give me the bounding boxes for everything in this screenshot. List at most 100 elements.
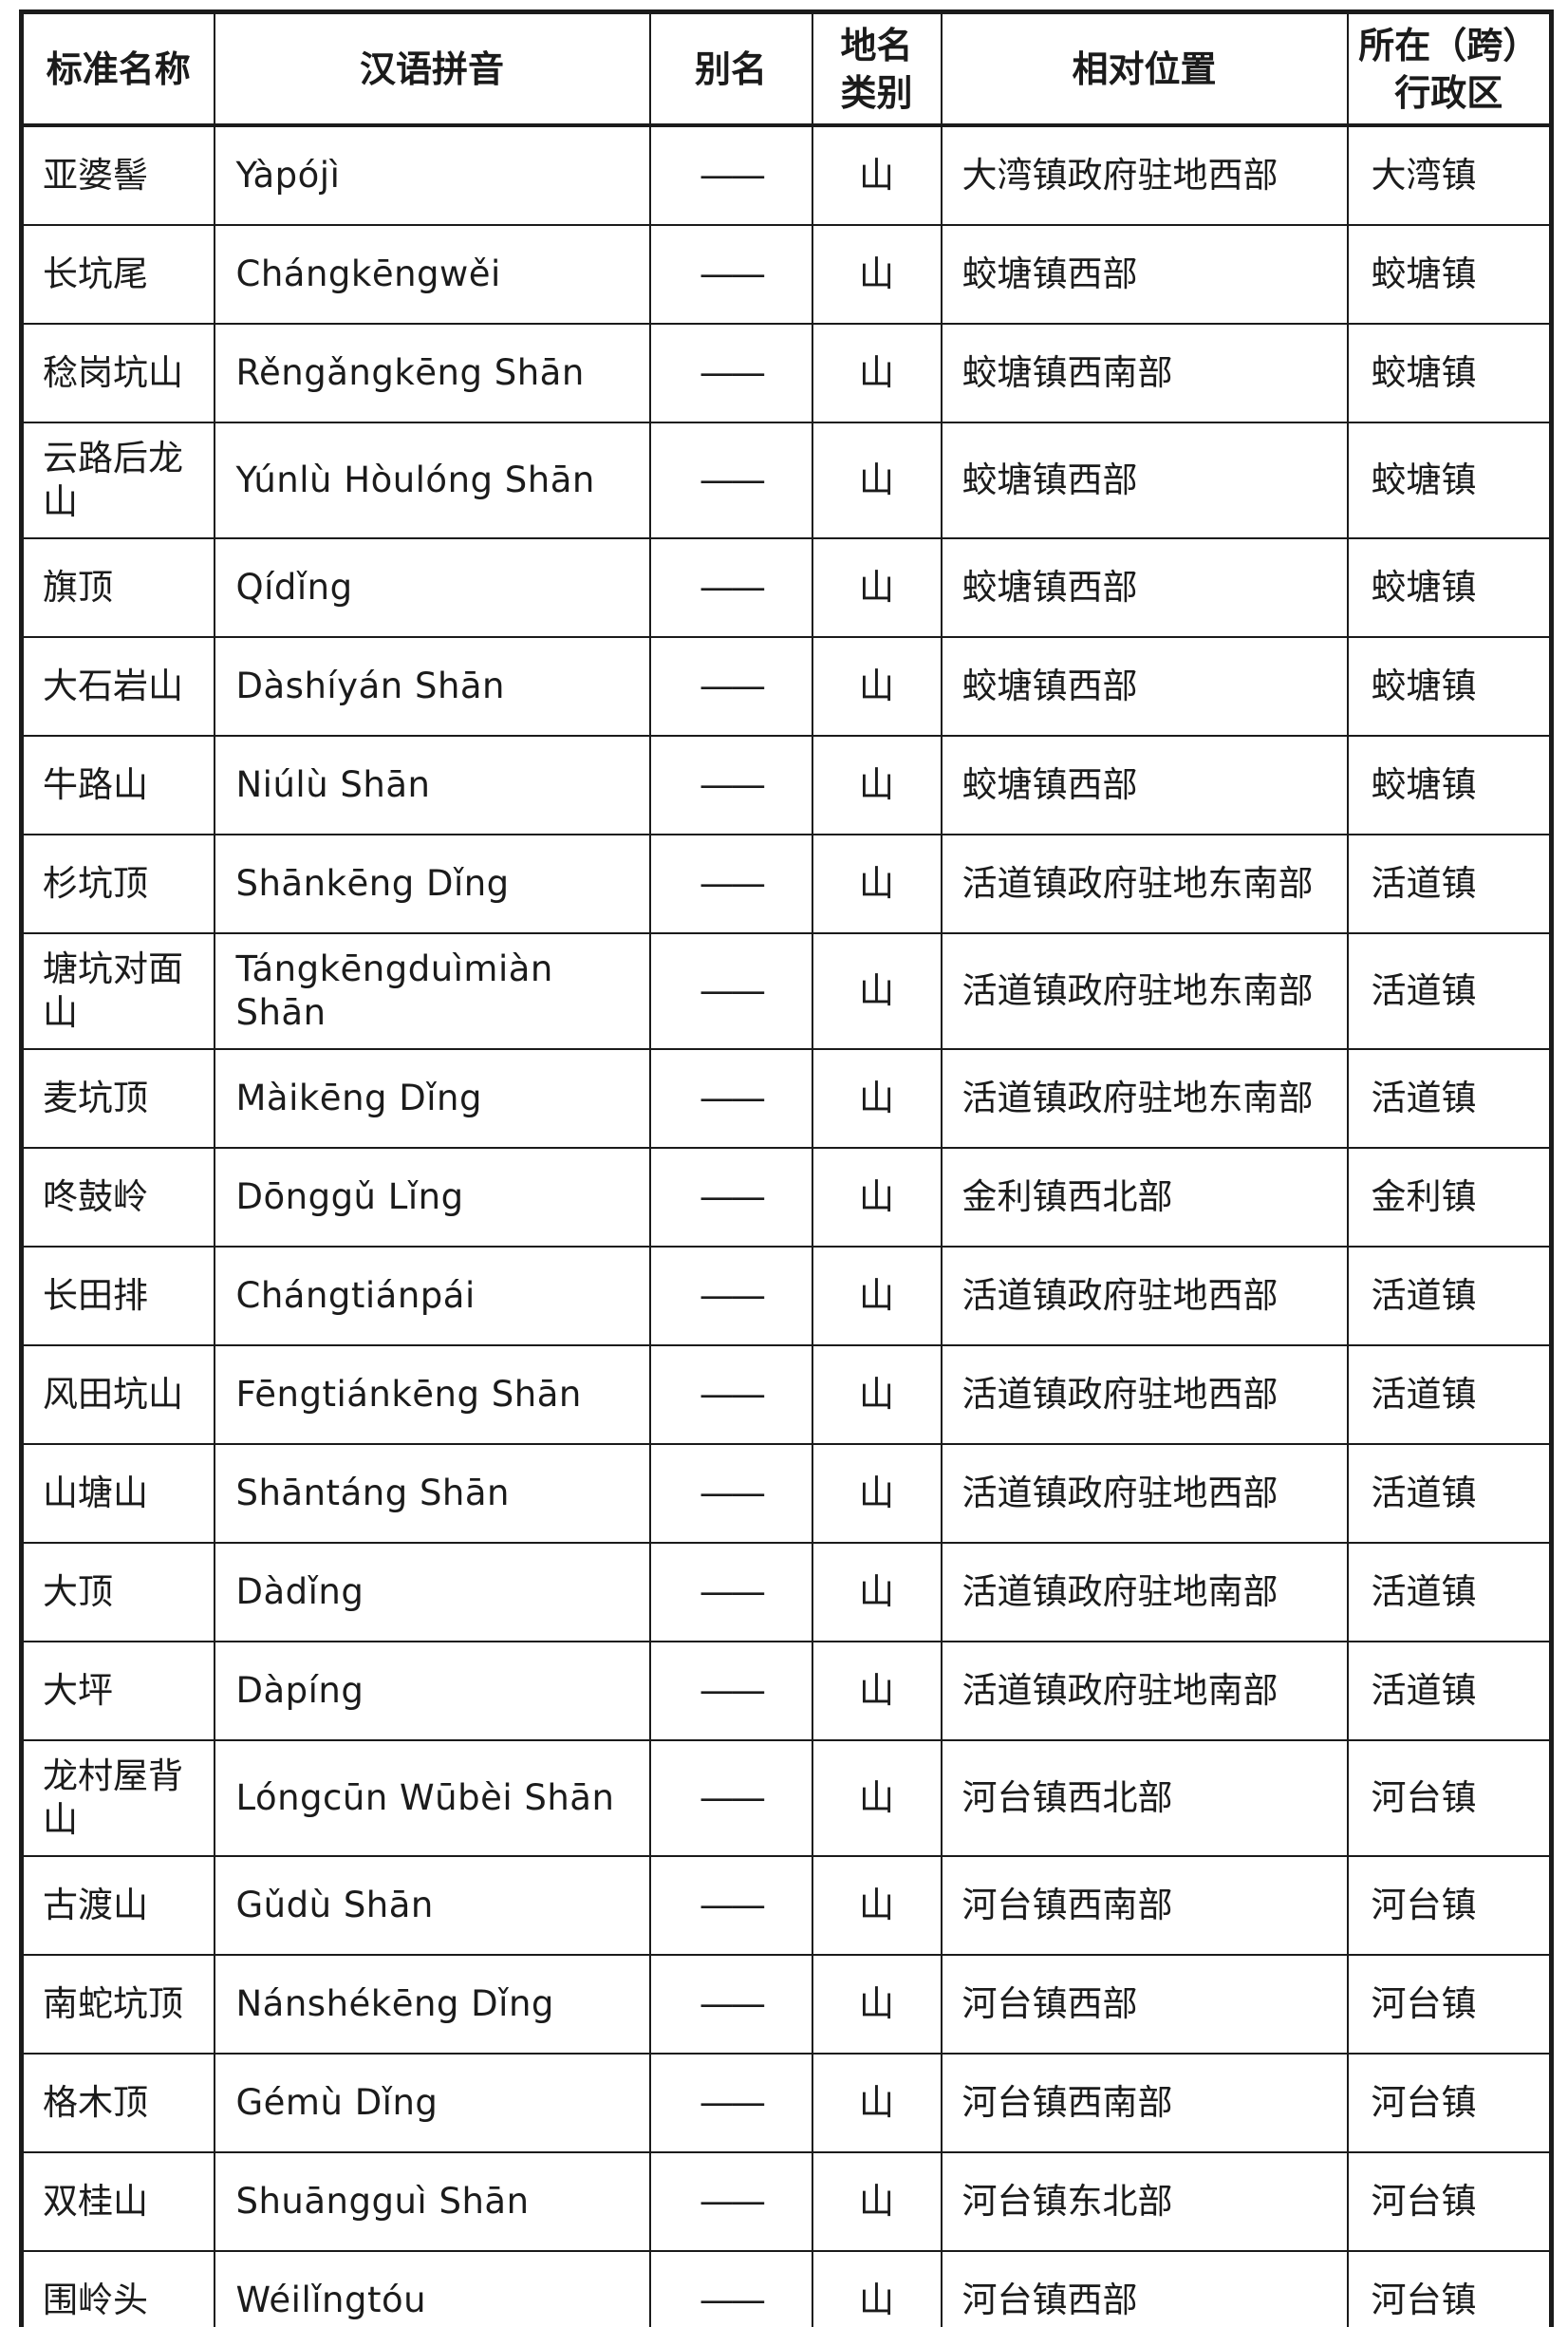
cell-pinyin: Chángkēngwěi [213, 224, 651, 325]
table-row: 龙村屋背山 Lóngcūn Wūbèi Shān —— 山河台镇西北部 河台镇 [20, 1739, 1553, 1857]
cell-alias: —— [648, 323, 813, 423]
table-row: 咚鼓岭 Dōnggǔ Lǐng —— 山金利镇西北部 金利镇 [20, 1147, 1553, 1248]
cell-position: 活道镇政府驻地东南部 [940, 834, 1349, 934]
cell-pinyin: Màikēng Dǐng [213, 1048, 651, 1149]
cell-pinyin: Gǔdù Shān [213, 1855, 651, 1956]
cell-category: 山 [811, 1443, 943, 1544]
cell-position: 河台镇西部 [940, 2250, 1349, 2327]
cell-position: 蛟塘镇西部 [940, 224, 1349, 325]
cell-category: 山 [811, 932, 943, 1050]
cell-alias: —— [648, 1344, 813, 1445]
cell-alias: —— [648, 735, 813, 835]
table-row: 大顶 Dàdǐng —— 山活道镇政府驻地南部 活道镇 [20, 1542, 1553, 1642]
header-row: 标准名称 汉语拼音 别名 地名类别 相对位置 所在（跨）行政区 [20, 10, 1553, 127]
cell-name: 云路后龙山 [20, 422, 215, 539]
cell-alias: —— [648, 537, 813, 638]
cell-pinyin: Yúnlù Hòulóng Shān [213, 422, 651, 539]
table-row: 牛路山 Niúlù Shān —— 山蛟塘镇西部 蛟塘镇 [20, 735, 1553, 835]
cell-pinyin: Chángtiánpái [213, 1246, 651, 1346]
cell-pinyin: Yàpójì [213, 124, 651, 226]
cell-name: 旗顶 [20, 537, 215, 638]
cell-pinyin: Dàdǐng [213, 1542, 651, 1642]
cell-region: 河台镇 [1346, 2250, 1553, 2327]
table-row: 稔岗坑山 Rěngǎngkēng Shān —— 山蛟塘镇西南部 蛟塘镇 [20, 323, 1553, 423]
cell-name: 麦坑顶 [20, 1048, 215, 1149]
cell-region: 蛟塘镇 [1346, 636, 1553, 737]
cell-name: 大顶 [20, 1542, 215, 1642]
cell-pinyin: Lóngcūn Wūbèi Shān [213, 1739, 651, 1857]
table-row: 塘坑对面山 Tángkēngduìmiàn Shān —— 山活道镇政府驻地东南部 活道… [20, 932, 1553, 1050]
cell-region: 活道镇 [1346, 1048, 1553, 1149]
cell-region: 活道镇 [1346, 1542, 1553, 1642]
table-row: 双桂山 Shuāngguì Shān —— 山河台镇东北部 河台镇 [20, 2151, 1553, 2252]
cell-alias: —— [648, 422, 813, 539]
cell-position: 蛟塘镇西部 [940, 735, 1349, 835]
cell-region: 活道镇 [1346, 1641, 1553, 1741]
cell-category: 山 [811, 323, 943, 423]
cell-category: 山 [811, 537, 943, 638]
cell-name: 风田坑山 [20, 1344, 215, 1445]
cell-name: 长田排 [20, 1246, 215, 1346]
cell-category: 山 [811, 124, 943, 226]
cell-position: 大湾镇政府驻地西部 [940, 124, 1349, 226]
table-row: 格木顶 Gémù Dǐng —— 山河台镇西南部 河台镇 [20, 2053, 1553, 2153]
cell-category: 山 [811, 1147, 943, 1248]
cell-alias: —— [648, 1641, 813, 1741]
cell-region: 金利镇 [1346, 1147, 1553, 1248]
cell-name: 杉坑顶 [20, 834, 215, 934]
cell-alias: —— [648, 124, 813, 226]
cell-position: 活道镇政府驻地东南部 [940, 1048, 1349, 1149]
cell-category: 山 [811, 1344, 943, 1445]
cell-pinyin: Wéilǐngtóu [213, 2250, 651, 2327]
cell-position: 蛟塘镇西南部 [940, 323, 1349, 423]
table-row: 山塘山 Shāntáng Shān —— 山活道镇政府驻地西部 活道镇 [20, 1443, 1553, 1544]
cell-category: 山 [811, 834, 943, 934]
cell-name: 长坑尾 [20, 224, 215, 325]
cell-region: 蛟塘镇 [1346, 537, 1553, 638]
cell-category: 山 [811, 422, 943, 539]
table-row: 长田排 Chángtiánpái —— 山活道镇政府驻地西部 活道镇 [20, 1246, 1553, 1346]
cell-position: 蛟塘镇西部 [940, 636, 1349, 737]
cell-pinyin: Fēngtiánkēng Shān [213, 1344, 651, 1445]
cell-alias: —— [648, 2053, 813, 2153]
cell-alias: —— [648, 1542, 813, 1642]
cell-alias: —— [648, 1147, 813, 1248]
cell-category: 山 [811, 1246, 943, 1346]
cell-name: 双桂山 [20, 2151, 215, 2252]
cell-region: 蛟塘镇 [1346, 224, 1553, 325]
cell-region: 蛟塘镇 [1346, 323, 1553, 423]
cell-name: 龙村屋背山 [20, 1739, 215, 1857]
cell-pinyin: Shuāngguì Shān [213, 2151, 651, 2252]
table-row: 麦坑顶 Màikēng Dǐng —— 山活道镇政府驻地东南部 活道镇 [20, 1048, 1553, 1149]
column-header-standard-name: 标准名称 [20, 10, 215, 127]
cell-pinyin: Nánshékēng Dǐng [213, 1954, 651, 2055]
cell-position: 活道镇政府驻地西部 [940, 1246, 1349, 1346]
cell-category: 山 [811, 636, 943, 737]
cell-pinyin: Dōnggǔ Lǐng [213, 1147, 651, 1248]
cell-region: 蛟塘镇 [1346, 735, 1553, 835]
cell-name: 大石岩山 [20, 636, 215, 737]
cell-alias: —— [648, 2250, 813, 2327]
table-row: 旗顶 Qídǐng —— 山蛟塘镇西部 蛟塘镇 [20, 537, 1553, 638]
table-row: 杉坑顶 Shānkēng Dǐng —— 山活道镇政府驻地东南部 活道镇 [20, 834, 1553, 934]
cell-position: 活道镇政府驻地南部 [940, 1542, 1349, 1642]
cell-region: 活道镇 [1346, 1246, 1553, 1346]
cell-region: 河台镇 [1346, 2151, 1553, 2252]
cell-alias: —— [648, 1739, 813, 1857]
cell-position: 河台镇西部 [940, 1954, 1349, 2055]
cell-name: 古渡山 [20, 1855, 215, 1956]
table-row: 围岭头 Wéilǐngtóu —— 山河台镇西部 河台镇 [20, 2250, 1553, 2327]
cell-position: 河台镇西北部 [940, 1739, 1349, 1857]
table-row: 风田坑山 Fēngtiánkēng Shān —— 山活道镇政府驻地西部 活道镇 [20, 1344, 1553, 1445]
cell-position: 蛟塘镇西部 [940, 537, 1349, 638]
cell-pinyin: Niúlù Shān [213, 735, 651, 835]
cell-pinyin: Gémù Dǐng [213, 2053, 651, 2153]
cell-region: 河台镇 [1346, 1739, 1553, 1857]
cell-category: 山 [811, 1954, 943, 2055]
cell-name: 牛路山 [20, 735, 215, 835]
column-header-alias: 别名 [648, 10, 813, 127]
cell-region: 河台镇 [1346, 1855, 1553, 1956]
cell-alias: —— [648, 636, 813, 737]
cell-category: 山 [811, 1048, 943, 1149]
